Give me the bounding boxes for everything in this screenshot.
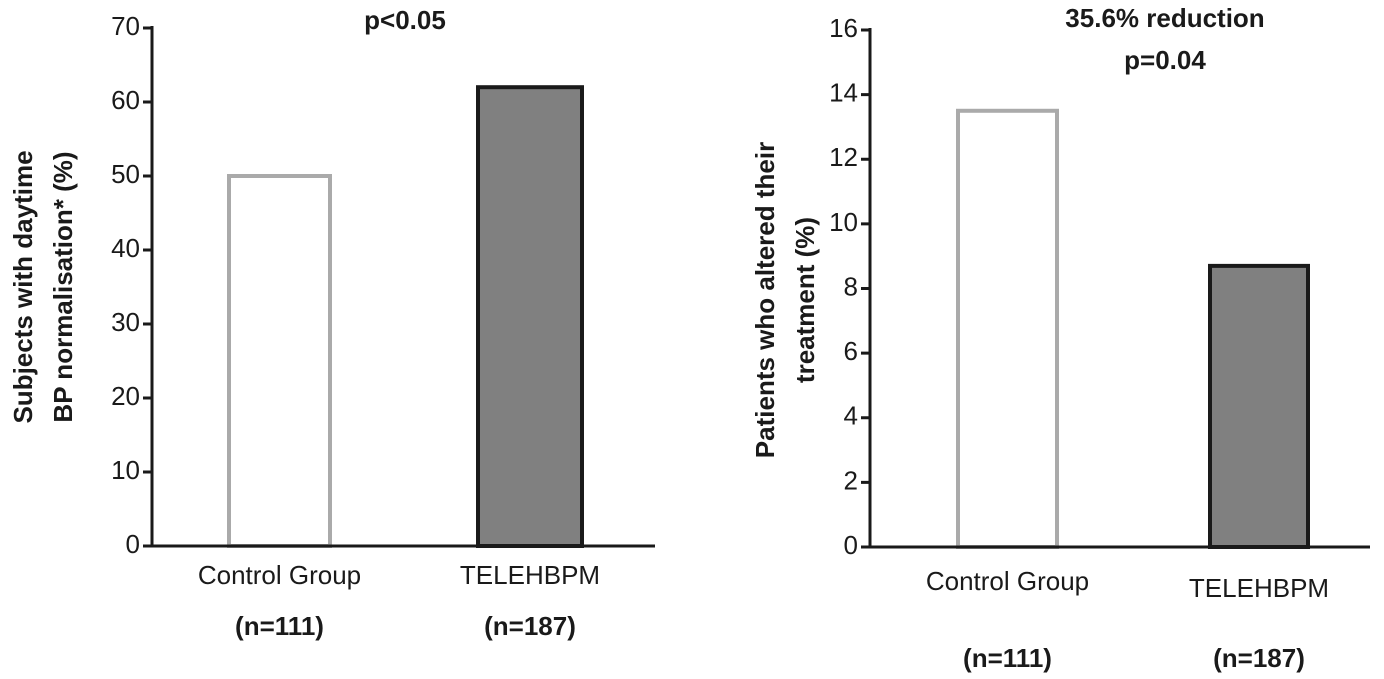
group-size-label: (n=187) bbox=[484, 611, 576, 641]
y-axis-label: BP normalisation* (%) bbox=[48, 151, 78, 422]
y-axis-label: Patients who altered their bbox=[750, 142, 780, 458]
y-tick-label: 14 bbox=[829, 78, 858, 108]
y-tick-label: 10 bbox=[829, 207, 858, 237]
y-tick-label: 16 bbox=[829, 13, 858, 43]
y-axis-label: Subjects with daytime bbox=[8, 150, 38, 423]
x-tick-label: TELEHBPM bbox=[1189, 573, 1329, 603]
y-tick-label: 30 bbox=[111, 307, 140, 337]
annotation: p<0.05 bbox=[364, 5, 446, 35]
annotation: p=0.04 bbox=[1124, 45, 1206, 75]
y-tick-label: 50 bbox=[111, 159, 140, 189]
annotation: 35.6% reduction bbox=[1065, 3, 1264, 33]
x-tick-label: Control Group bbox=[926, 566, 1089, 596]
bar bbox=[1208, 263, 1310, 549]
bar bbox=[956, 108, 1059, 549]
y-axis-label: treatment (%) bbox=[790, 217, 820, 383]
y-tick-label: 2 bbox=[844, 465, 858, 495]
y-tick-label: 0 bbox=[844, 530, 858, 560]
y-tick-label: 6 bbox=[844, 336, 858, 366]
y-tick-label: 40 bbox=[111, 233, 140, 263]
y-tick-label: 70 bbox=[111, 11, 140, 41]
y-tick-label: 12 bbox=[829, 142, 858, 172]
x-tick-label: TELEHBPM bbox=[460, 560, 600, 590]
group-size-label: (n=111) bbox=[963, 643, 1052, 673]
y-tick-label: 20 bbox=[111, 381, 140, 411]
group-size-label: (n=187) bbox=[1213, 643, 1305, 673]
y-tick-label: 0 bbox=[126, 529, 140, 559]
y-tick-label: 10 bbox=[111, 455, 140, 485]
bar bbox=[227, 174, 332, 548]
group-size-label: (n=111) bbox=[235, 611, 324, 641]
y-tick-label: 4 bbox=[844, 401, 858, 431]
y-tick-label: 8 bbox=[844, 271, 858, 301]
bar bbox=[476, 85, 584, 548]
y-tick-label: 60 bbox=[111, 85, 140, 115]
x-tick-label: Control Group bbox=[198, 560, 361, 590]
